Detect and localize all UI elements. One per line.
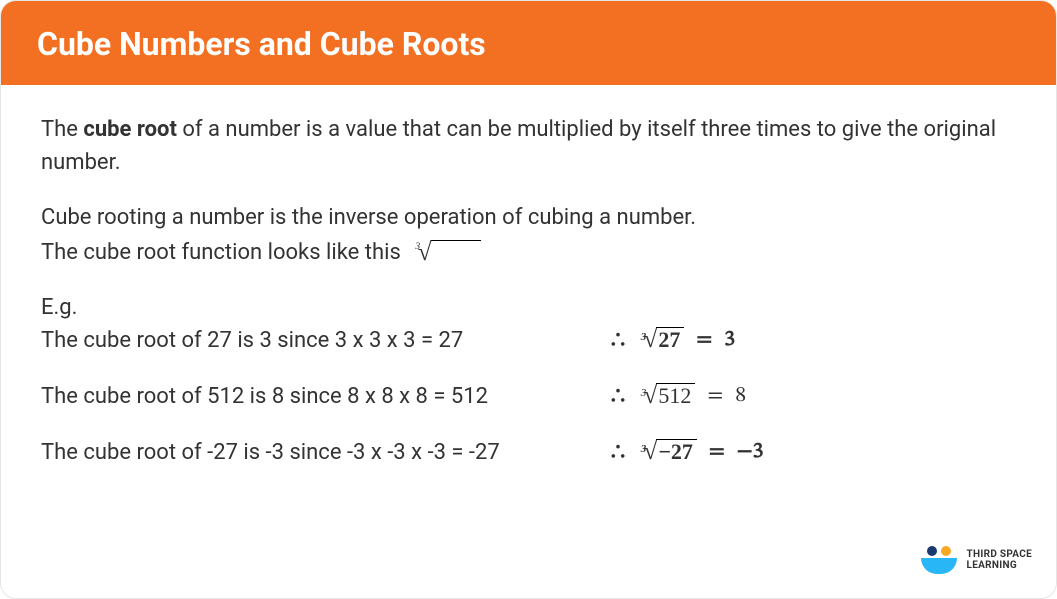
card-title: Cube Numbers and Cube Roots [37, 25, 1020, 63]
equals-sign: = [696, 326, 712, 354]
cube-root-expr: 3√−27 [638, 439, 697, 464]
example-label: E.g. [41, 291, 1016, 324]
result: 8 [735, 382, 746, 410]
root-index: 3 [641, 331, 647, 343]
logo-line1: THIRD SPACE [967, 549, 1032, 560]
intro-paragraph: The cube root of a number is a value tha… [41, 113, 1016, 179]
radicand: −27 [656, 439, 697, 464]
intro-post: of a number is a value that can be multi… [41, 117, 996, 175]
therefore-symbol: ∴ [611, 326, 626, 354]
logo-text: THIRD SPACE LEARNING [967, 549, 1032, 571]
cube-root-symbol: 3 √ [413, 240, 481, 265]
example-math: ∴ 3√−27 = −3 [611, 438, 764, 466]
therefore-symbol: ∴ [611, 438, 626, 466]
info-card: Cube Numbers and Cube Roots The cube roo… [0, 0, 1057, 599]
example-math: ∴ 3√512 = 8 [611, 382, 746, 410]
intro-bold: cube root [83, 117, 177, 142]
equals-sign: = [709, 438, 725, 466]
radicand: 512 [656, 383, 695, 408]
example-row: The cube root of -27 is -3 since -3 x -3… [41, 438, 1016, 466]
inverse-paragraph: Cube rooting a number is the inverse ope… [41, 201, 1016, 234]
radicand: 27 [656, 327, 684, 352]
root-index: 3 [641, 387, 647, 399]
card-content: The cube root of a number is a value tha… [1, 85, 1056, 466]
cube-root-expr: 3√27 [638, 327, 684, 352]
cube-root-expr: 3√512 [638, 383, 695, 408]
root-index: 3 [415, 240, 420, 255]
example-text: The cube root of 512 is 8 since 8 x 8 x … [41, 384, 611, 409]
function-text: The cube root function looks like this [41, 236, 401, 269]
radicand-empty [431, 240, 481, 265]
result: −3 [737, 438, 764, 466]
root-index: 3 [641, 443, 647, 455]
example-text: The cube root of 27 is 3 since 3 x 3 x 3… [41, 328, 611, 353]
logo-mark-icon [919, 546, 959, 574]
example-row: The cube root of 27 is 3 since 3 x 3 x 3… [41, 326, 1016, 354]
logo-dot-blue [927, 546, 937, 556]
brand-logo: THIRD SPACE LEARNING [919, 546, 1032, 574]
example-text: The cube root of -27 is -3 since -3 x -3… [41, 440, 611, 465]
function-line: The cube root function looks like this 3… [41, 236, 1016, 269]
example-row: The cube root of 512 is 8 since 8 x 8 x … [41, 382, 1016, 410]
logo-arc [921, 558, 957, 574]
logo-line2: LEARNING [967, 560, 1032, 571]
example-math: ∴ 3√27 = 3 [611, 326, 735, 354]
examples-list: The cube root of 27 is 3 since 3 x 3 x 3… [41, 326, 1016, 466]
result: 3 [724, 326, 735, 354]
intro-pre: The [41, 117, 83, 142]
logo-dot-yellow [941, 546, 951, 556]
equals-sign: = [707, 382, 723, 410]
card-header: Cube Numbers and Cube Roots [1, 1, 1056, 85]
therefore-symbol: ∴ [611, 382, 626, 410]
